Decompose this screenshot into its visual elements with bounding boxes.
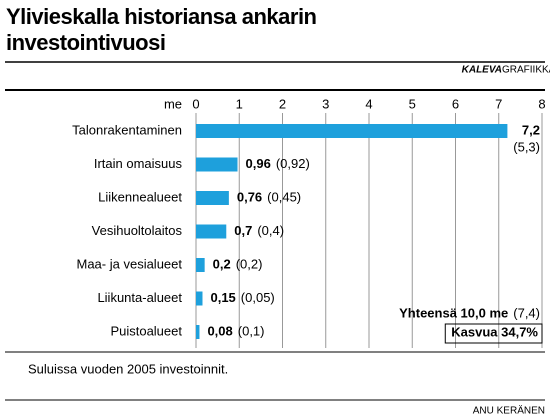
- y-tick-label: Liikunta-alueet: [97, 290, 182, 305]
- x-tick-label: 6: [452, 96, 459, 111]
- total: Yhteensä 10,0 me: [399, 305, 508, 320]
- value-label: 0,15: [210, 290, 235, 305]
- previous-label: (0,05): [241, 290, 275, 305]
- y-tick-label: Vesihuoltolaitos: [92, 223, 183, 238]
- previous-label: (0,1): [238, 323, 265, 338]
- growth: Kasvua 34,7%: [451, 324, 538, 339]
- bar: [196, 325, 200, 339]
- x-tick-label: 0: [192, 96, 199, 111]
- value-label: 0,7: [234, 223, 252, 238]
- value-label: 0,2: [213, 256, 231, 271]
- x-axis-label: me: [164, 96, 182, 111]
- y-tick-label: Liikennealueet: [98, 189, 182, 204]
- previous-label: (0,45): [267, 189, 301, 204]
- x-tick-label: 1: [236, 96, 243, 111]
- previous-label: (5,3): [513, 139, 540, 154]
- x-tick-label: 5: [409, 96, 416, 111]
- note: Suluissa vuoden 2005 investoinnit.: [28, 361, 228, 376]
- x-tick-label: 4: [365, 96, 372, 111]
- x-tick-label: 2: [279, 96, 286, 111]
- bar: [196, 191, 229, 205]
- bar: [196, 157, 238, 172]
- value-label: 7,2: [522, 122, 540, 137]
- bar: [196, 258, 205, 272]
- previous-label: (0,92): [276, 156, 310, 171]
- bar: [196, 124, 508, 138]
- y-tick-label: Irtain omaisuus: [94, 156, 183, 171]
- growth-box: [444, 323, 543, 344]
- x-tick-label: 7: [495, 96, 502, 111]
- y-tick-label: Talonrakentaminen: [72, 122, 182, 137]
- credit-brand: KALEVA: [462, 65, 502, 76]
- y-tick-label: Maa- ja vesialueet: [77, 256, 183, 271]
- y-tick-label: Puistoalueet: [110, 323, 182, 338]
- previous-label: (0,2): [236, 256, 263, 271]
- total-previous: (7,4): [513, 305, 540, 320]
- value-label: 0,08: [207, 323, 232, 338]
- x-tick-label: 3: [322, 96, 329, 111]
- previous-label: (0,4): [257, 223, 284, 238]
- bar: [196, 291, 203, 306]
- author: ANU KERÄNEN: [473, 405, 545, 417]
- chart-title: Ylivieskalla historiansa ankarin investo…: [6, 4, 317, 55]
- value-label: 0,76: [237, 189, 262, 204]
- bar: [196, 224, 227, 239]
- x-tick-label: 8: [538, 96, 545, 111]
- value-label: 0,96: [246, 156, 271, 171]
